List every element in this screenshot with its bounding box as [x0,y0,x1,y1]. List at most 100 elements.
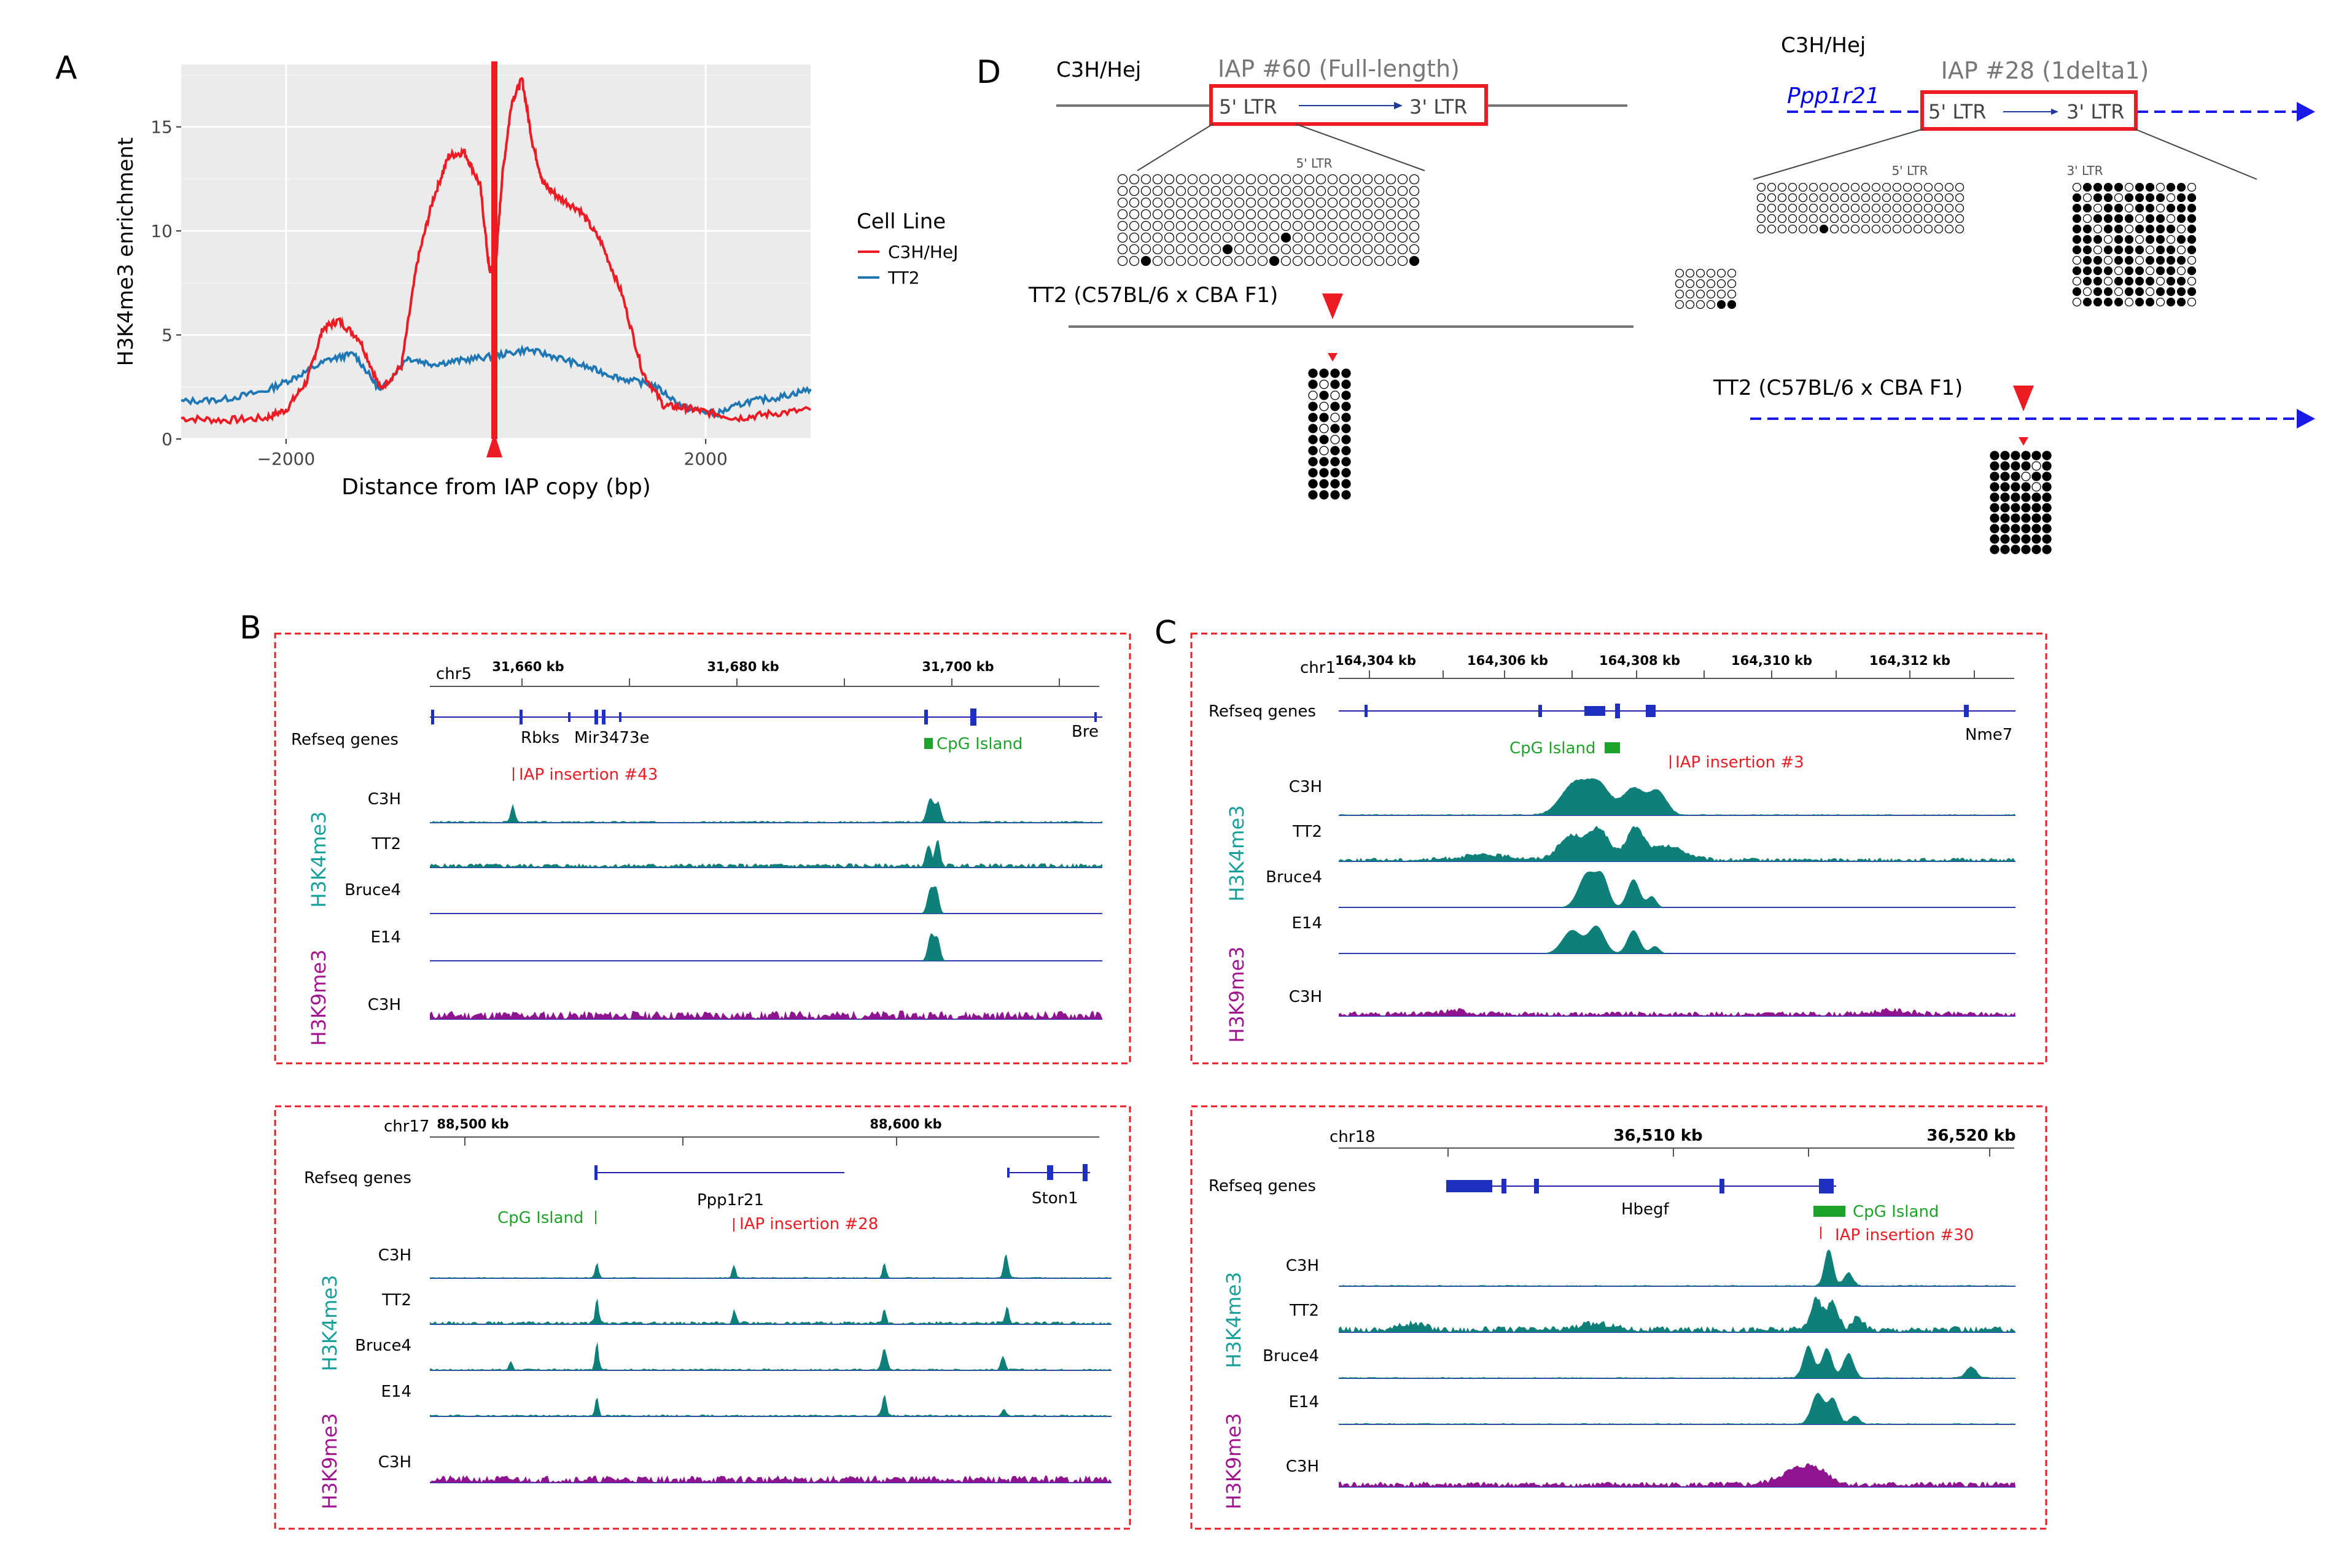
unmethylated-cpg [1861,193,1871,203]
unmethylated-cpg [1222,220,1233,231]
unmethylated-cpg [1304,255,1315,266]
methylated-cpg [2155,214,2165,223]
legend-label-c3h: C3H/HeJ [888,242,958,262]
c1-track-label-tt2: TT2 [1292,823,1322,841]
methylated-cpg [2000,461,2010,471]
methylated-cpg [2124,255,2134,265]
b2-refseq-label: Refseq genes [304,1169,411,1187]
methylated-cpg [2135,203,2144,213]
b1-h3k4me3-label: H3K4me3 [307,812,330,908]
unmethylated-cpg [1350,255,1361,266]
methylated-cpg [2042,472,2052,481]
methylated-cpg [2031,513,2041,523]
d-right-small-ltr5: 5' LTR [1891,163,1928,178]
methylated-cpg [2103,287,2113,297]
unmethylated-cpg [2155,276,2165,286]
browser-panel-c1: chr1 164,304 kb 164,306 kb 164,308 kb 16… [1190,632,2047,1065]
unmethylated-cpg [2176,266,2186,276]
methylated-cpg [2042,524,2052,534]
unmethylated-cpg [1923,193,1933,203]
methylated-cpg [1140,255,1151,266]
methylated-cpg [2093,297,2103,307]
methylated-cpg [1330,402,1340,411]
unmethylated-cpg [1257,174,1268,185]
methylated-cpg [2176,287,2186,297]
unmethylated-cpg [1397,174,1408,185]
unmethylated-cpg [1292,255,1303,266]
unmethylated-cpg [1199,244,1210,255]
unmethylated-cpg [1871,214,1881,223]
plot-a-ticks: 0 5 10 15 −2000 2000 [150,117,727,469]
unmethylated-cpg [1245,197,1256,208]
methylated-cpg [2145,214,2155,223]
unmethylated-cpg [1385,209,1396,220]
unmethylated-cpg [1767,182,1777,192]
unmethylated-cpg [1210,255,1221,266]
methylated-cpg [2021,545,2031,554]
unmethylated-cpg [1210,185,1221,196]
unmethylated-cpg [1222,174,1233,185]
browser-panel-b2: chr17 88,500 kb 88,600 kb Refseq genes P… [274,1105,1131,1530]
unmethylated-cpg [1140,244,1151,255]
methylated-cpg [2082,245,2092,255]
b1-tick-1: 31,660 kb [492,659,564,674]
unmethylated-cpg [1164,209,1175,220]
unmethylated-cpg [1819,182,1829,192]
methylated-cpg [2082,255,2092,265]
c1-track-label-bruce4: Bruce4 [1266,868,1322,887]
unmethylated-cpg [1199,174,1210,185]
c1-refseq-label: Refseq genes [1209,702,1316,721]
methylated-cpg [2021,513,2031,523]
b1-signal-tracks [430,798,1102,1020]
unmethylated-cpg [1222,197,1233,208]
unmethylated-cpg [1257,185,1268,196]
unmethylated-cpg [1871,203,1881,213]
b1-track-label-c3h: C3H [368,790,401,809]
c1-tick-3: 164,308 kb [1599,653,1680,668]
unmethylated-cpg [1685,279,1695,289]
unmethylated-cpg [1234,244,1245,255]
x-tick-label: 2000 [684,449,728,469]
unmethylated-cpg [1788,193,1797,203]
methylated-cpg [2155,235,2165,244]
methylated-cpg [1341,424,1351,433]
b1-ruler-ticks [521,678,1060,686]
unmethylated-cpg [1840,182,1850,192]
d-left-ltr-arrowhead [1394,102,1403,109]
unmethylated-cpg [1809,224,1818,234]
unmethylated-cpg [1809,214,1818,223]
unmethylated-cpg [1913,203,1923,213]
unmethylated-cpg [1840,193,1850,203]
methylated-cpg [2011,503,2020,513]
unmethylated-cpg [1362,220,1373,231]
c2-h3k4me3-label: H3K4me3 [1222,1272,1245,1368]
unmethylated-cpg [1152,197,1163,208]
methylated-cpg [2166,287,2176,297]
unmethylated-cpg [2114,266,2124,276]
unmethylated-cpg [1706,268,1716,278]
signal-area [430,886,1102,914]
unmethylated-cpg [1788,182,1797,192]
d-right-tt2-methylation-grid [1990,451,2052,554]
unmethylated-cpg [1292,185,1303,196]
methylated-cpg [1319,457,1329,467]
unmethylated-cpg [1756,182,1766,192]
unmethylated-cpg [1339,232,1350,243]
unmethylated-cpg [2082,214,2092,223]
unmethylated-cpg [1944,182,1954,192]
unmethylated-cpg [1140,197,1151,208]
unmethylated-cpg [1234,232,1245,243]
methylated-cpg [2082,276,2092,286]
methylated-cpg [2042,513,2052,523]
unmethylated-cpg [1117,232,1128,243]
methylated-cpg [1727,300,1737,309]
d-right-gene: Ppp1r21 [1787,83,1880,109]
methylated-cpg [1330,457,1340,467]
d-right-ltr3: 3' LTR [2066,100,2125,123]
signal-area [430,1394,1112,1416]
methylated-cpg [2135,193,2144,203]
unmethylated-cpg [2135,214,2144,223]
b1-gene-mir3473e: Mir3473e [574,729,650,747]
unmethylated-cpg [1409,244,1420,255]
unmethylated-cpg [1245,232,1256,243]
